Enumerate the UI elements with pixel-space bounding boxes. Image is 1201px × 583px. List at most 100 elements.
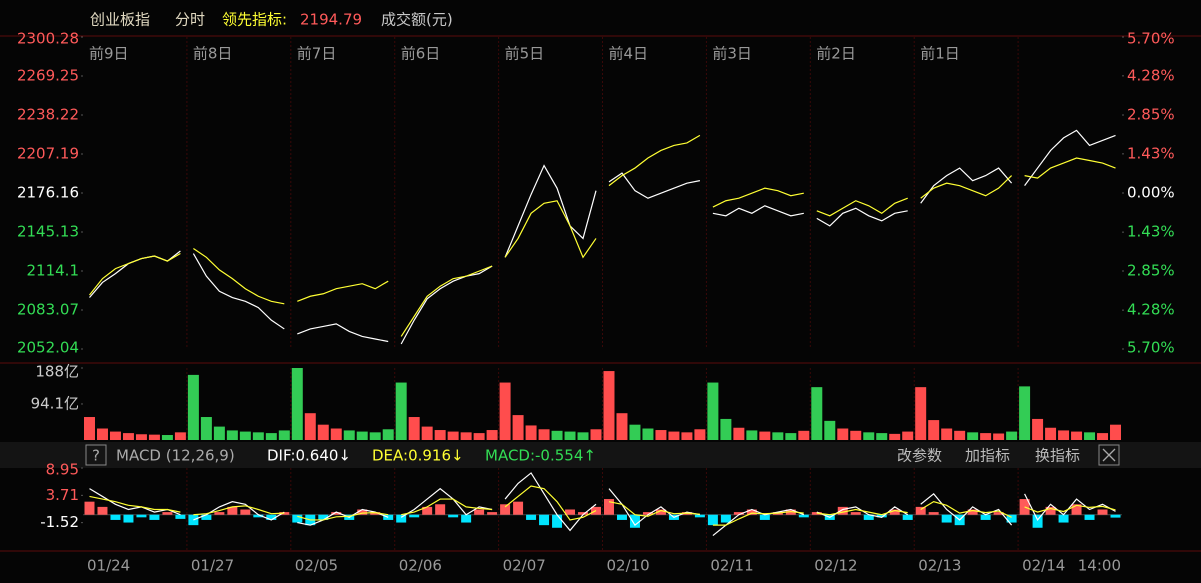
line-segment [920,492,1013,526]
dea-label: DEA:0.916↓ [372,447,464,465]
line-segment [712,508,805,537]
volume-bar [915,387,927,440]
macd-bar [123,514,134,523]
volume-bar [616,413,628,440]
x-tick-label: 02/13 [918,557,961,575]
macd-bar [162,512,173,515]
volume-bar [486,430,498,440]
volume-bar [629,424,641,440]
y-tick-label: 3.71 [46,486,79,504]
volume-bar [876,433,888,440]
macd-bar [694,514,705,518]
macd-bar [110,514,121,520]
help-box[interactable] [85,444,107,466]
volume-bar [1071,431,1083,440]
macd-bar [616,514,627,520]
day-label: 前1日 [920,45,960,63]
volume-bar [1045,427,1057,440]
volume-bar [655,430,667,440]
macd-bar [318,514,329,520]
y2-tick-label: 0.00% [1127,184,1175,202]
macd-bar [474,509,485,515]
volume-bar [278,430,290,440]
macd-bar [837,506,848,515]
x-tick-label: 02/06 [399,557,442,575]
line-segment [920,501,1012,518]
macd-bar [539,514,550,526]
volume-bar [96,428,108,440]
macd-bar [759,514,770,520]
volume-bar [1058,430,1070,440]
line-segment [193,505,285,516]
volume-bar [148,434,160,440]
day-label: 前7日 [297,45,337,63]
volume-bar [577,432,589,440]
volume-bar [447,431,459,440]
help[interactable]: ? [92,447,100,465]
button[interactable]: 改参数 [897,447,942,465]
volume-bar [811,387,823,440]
line-segment [608,172,701,199]
mode[interactable]: 分时 [175,11,205,29]
volume-bar [226,430,238,440]
x-tick-label: 02/05 [295,557,338,575]
button[interactable]: 加指标 [965,447,1010,465]
volume-bar [161,435,173,440]
line-segment [816,207,908,227]
macd-bar [629,514,640,528]
macd-bar [720,514,731,523]
y-tick-label: 2114.1 [27,262,80,280]
line-segment [712,510,804,526]
volume-bar [356,431,368,440]
line-segment [504,164,597,258]
close-button[interactable] [1098,444,1120,466]
macd-bar [214,512,225,515]
macd-bar [149,514,160,520]
volume-bar [928,420,940,440]
dif-label: DIF:0.640↓ [267,447,351,465]
line-segment [816,508,908,516]
button[interactable]: 换指标 [1035,447,1080,465]
macd-bar [876,514,887,518]
macd-bar [928,512,939,515]
macd-bar [863,514,874,520]
macd-bar [578,512,589,515]
volume-bar [395,382,407,440]
volume-bar [993,433,1005,440]
macd-bar [655,509,666,515]
y2-tick-label: 2.85% [1127,262,1175,280]
y-tick-label: -1.52 [40,513,79,531]
macd-bar [1084,514,1095,520]
line-segment [400,265,493,345]
volume-bar [564,431,576,440]
x-tick-label: 02/14 [1022,557,1065,575]
volume-bar [733,427,745,440]
x-tick-label: 02/11 [710,557,753,575]
macd-bar [331,512,342,515]
y2-tick-label: 5.70% [1127,30,1175,48]
volume-bar [408,417,420,440]
macd-bar [448,514,459,518]
y-tick-label: 2083.07 [17,301,79,319]
volume-bar [174,432,186,440]
volume-bar [772,432,784,440]
macd-bar [240,509,251,515]
y-tick-label: 2300.28 [17,30,79,48]
x-tick-label: 02/07 [503,557,546,575]
volume-bar [421,426,433,440]
macd-bar [1071,504,1082,515]
y2-tick-label: 4.28% [1127,301,1175,319]
macd-bar [993,512,1004,515]
volume-bar [1019,386,1031,440]
macd-bar [915,506,926,515]
x-end-label: 14:00 [1078,557,1121,575]
x-tick-label: 02/12 [814,557,857,575]
day-label: 前2日 [816,45,856,63]
line-segment [816,197,908,217]
volume-bar [824,420,836,440]
volume-bar [473,433,485,440]
volume-bar [369,432,381,440]
macd-bar [1110,514,1121,518]
macd-bar [136,514,147,518]
